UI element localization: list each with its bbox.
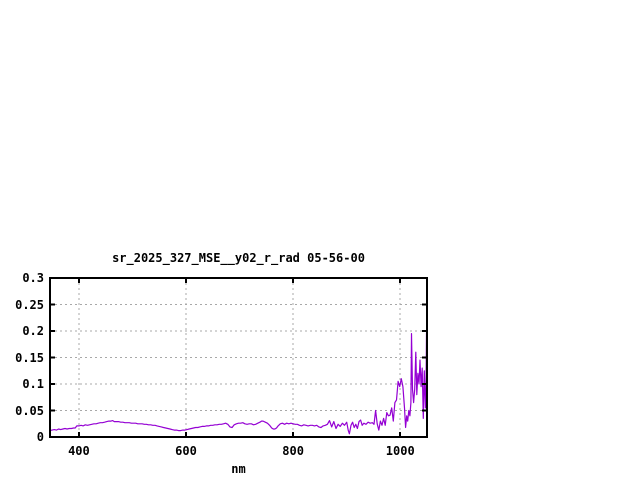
x-tick-label: 600 — [175, 444, 197, 458]
y-tick-label: 0.1 — [22, 377, 44, 391]
series-line-group — [49, 332, 428, 435]
y-tick-label: 0.2 — [22, 324, 44, 338]
spectrum-line — [49, 332, 428, 435]
y-tick-label: 0.25 — [15, 297, 44, 312]
y-tick-label: 0.3 — [22, 271, 44, 285]
x-tick-label: 1000 — [385, 444, 415, 458]
y-tick-label: 0.05 — [15, 403, 44, 418]
plot-border — [49, 277, 428, 438]
grid-lines — [50, 278, 427, 437]
y-tick-label: 0.15 — [15, 350, 44, 365]
y-tick-label: 0 — [36, 430, 44, 444]
x-axis-label: nm — [231, 462, 246, 476]
x-tick-label: 400 — [68, 444, 90, 458]
x-tick-label: 800 — [282, 444, 304, 458]
chart-title: sr_2025_327_MSE__y02_r_rad 05-56-00 — [112, 251, 365, 265]
